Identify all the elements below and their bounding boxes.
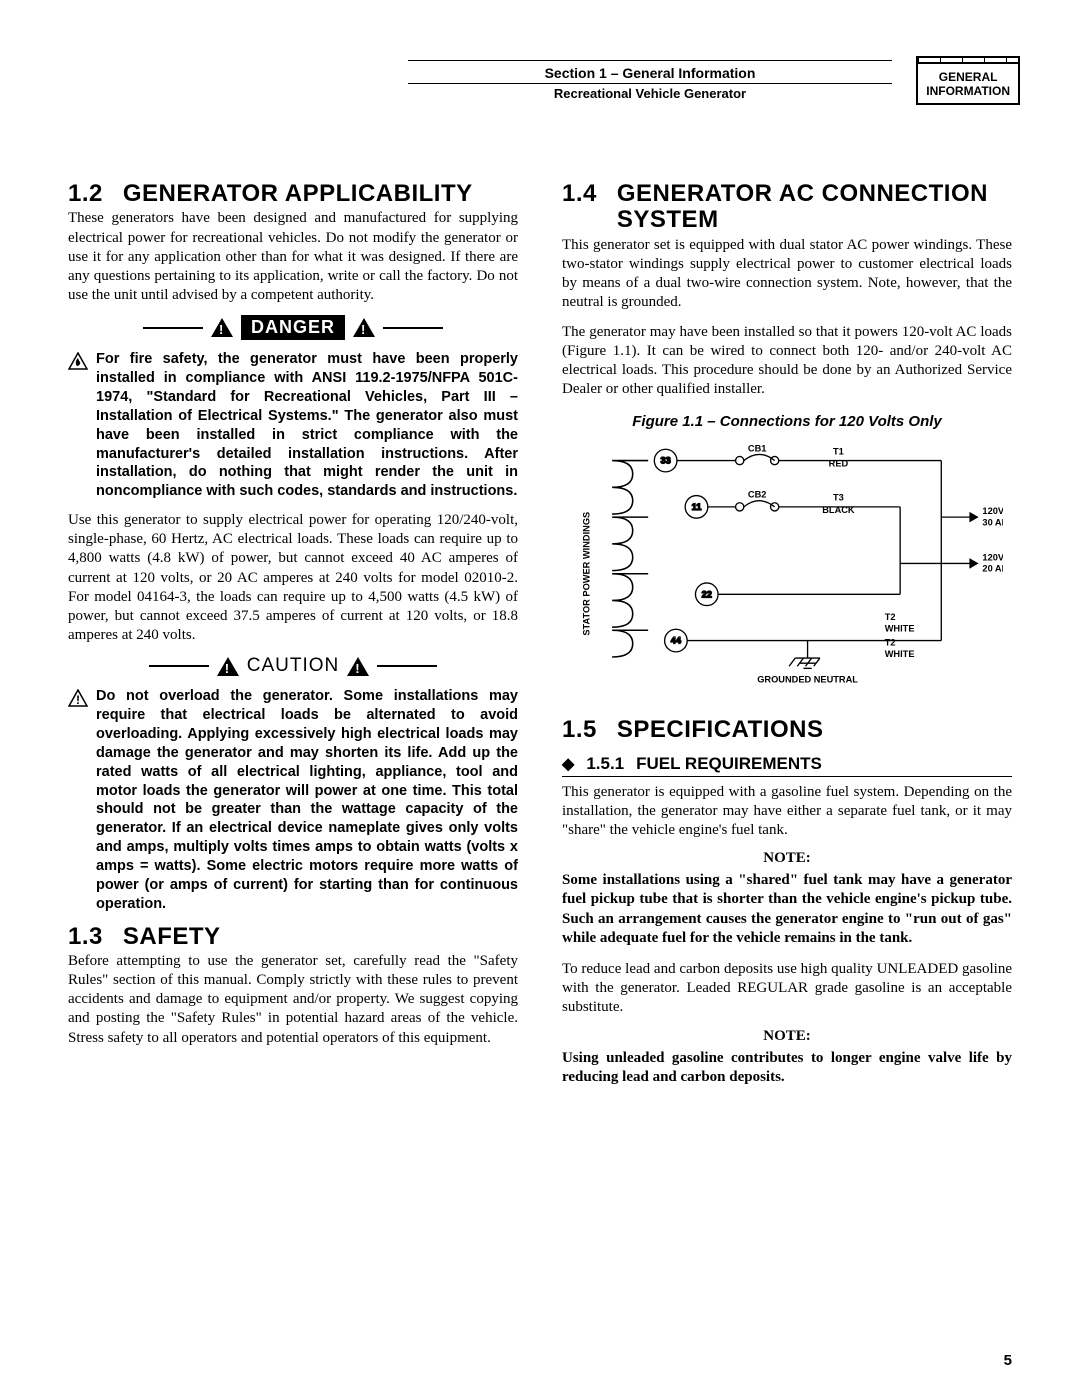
svg-text:44: 44	[671, 636, 682, 646]
para-1-3: Before attempting to use the generator s…	[68, 952, 518, 1048]
heading-1-5: 1.5 SPECIFICATIONS	[562, 717, 1012, 743]
svg-text:22: 22	[702, 590, 712, 600]
caution-text-block: ! Do not overload the generator. Some in…	[68, 687, 518, 913]
svg-text:RED: RED	[829, 459, 849, 469]
svg-text:GROUNDED NEUTRAL: GROUNDED NEUTRAL	[757, 675, 858, 685]
svg-text:120V: 120V	[982, 506, 1003, 516]
svg-text:120V: 120V	[982, 553, 1003, 563]
caution-label: CAUTION	[247, 655, 340, 677]
svg-text:BLACK: BLACK	[822, 505, 855, 515]
header-sub-line: Recreational Vehicle Generator	[408, 83, 892, 101]
caution-triangle-icon: !	[68, 689, 88, 707]
page-number: 5	[1004, 1352, 1012, 1369]
para-1-5-1-a: This generator is equipped with a gasoli…	[562, 783, 1012, 841]
heading-1-3: 1.3 SAFETY	[68, 924, 518, 950]
svg-text:WHITE: WHITE	[885, 649, 915, 659]
svg-text:T1: T1	[833, 447, 844, 457]
svg-text:30 AMP: 30 AMP	[982, 518, 1003, 528]
svg-text:T3: T3	[833, 493, 844, 503]
para-1-2-loads: Use this generator to supply electrical …	[68, 511, 518, 645]
figure-1-1-diagram: STATOR POWER WINDINGS 33 11 22 44	[562, 440, 1012, 697]
para-1-2-intro: These generators have been designed and …	[68, 209, 518, 305]
header-section-line: Section 1 – General Information	[408, 65, 892, 81]
warning-triangle-icon	[347, 657, 369, 676]
svg-text:CB1: CB1	[748, 444, 767, 454]
left-column: 1.2 GENERATOR APPLICABILITY These genera…	[68, 181, 518, 1099]
para-1-4-b: The generator may have been installed so…	[562, 323, 1012, 400]
svg-text:11: 11	[692, 502, 702, 512]
right-column: 1.4 GENERATOR AC CONNECTION SYSTEM This …	[562, 181, 1012, 1099]
warning-triangle-icon	[353, 318, 375, 337]
para-1-4-a: This generator set is equipped with dual…	[562, 236, 1012, 313]
warning-triangle-icon	[217, 657, 239, 676]
note-label-1: NOTE:	[562, 850, 1012, 867]
heading-1-2: 1.2 GENERATOR APPLICABILITY	[68, 181, 518, 207]
svg-text:!: !	[76, 693, 80, 707]
svg-text:33: 33	[660, 456, 670, 466]
danger-bar: DANGER	[68, 315, 518, 340]
note-2-text: Using unleaded gasoline contributes to l…	[562, 1049, 1012, 1087]
para-1-5-1-b: To reduce lead and carbon deposits use h…	[562, 960, 1012, 1018]
section-tab-badge: GENERAL INFORMATION	[916, 62, 1020, 105]
diamond-bullet-icon: ◆	[562, 754, 574, 774]
svg-text:T2: T2	[885, 638, 896, 648]
note-1-text: Some installations using a "shared" fuel…	[562, 871, 1012, 948]
warning-triangle-icon	[211, 318, 233, 337]
note-label-2: NOTE:	[562, 1028, 1012, 1045]
figure-1-1-title: Figure 1.1 – Connections for 120 Volts O…	[562, 413, 1012, 430]
diagram-stator-label: STATOR POWER WINDINGS	[582, 512, 592, 636]
danger-text-block: For fire safety, the generator must have…	[68, 350, 518, 501]
svg-text:T2: T2	[885, 612, 896, 622]
heading-1-4: 1.4 GENERATOR AC CONNECTION SYSTEM	[562, 181, 1012, 234]
fire-warning-icon	[68, 352, 88, 370]
caution-bar: CAUTION	[68, 655, 518, 677]
danger-label: DANGER	[241, 315, 345, 340]
svg-text:CB2: CB2	[748, 490, 767, 500]
svg-text:WHITE: WHITE	[885, 624, 915, 634]
heading-1-5-1: ◆ 1.5.1 FUEL REQUIREMENTS	[562, 754, 1012, 777]
page-header: Section 1 – General Information Recreati…	[68, 60, 1012, 101]
svg-text:20 AMP: 20 AMP	[982, 564, 1003, 574]
